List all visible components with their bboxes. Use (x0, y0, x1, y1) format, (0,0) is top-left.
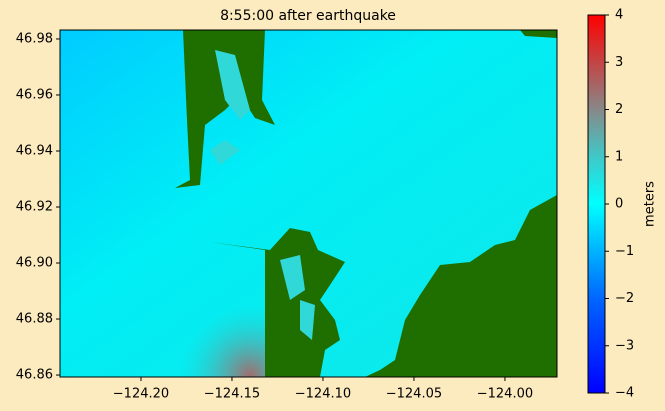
x-tick-label: −124.10 (295, 387, 351, 402)
colorbar-tick-label: 2 (615, 102, 623, 117)
x-tick-label: −124.05 (386, 387, 442, 402)
y-tick-label: 46.88 (16, 312, 53, 327)
x-tick-label: −124.20 (113, 387, 169, 402)
map (60, 30, 557, 377)
y-tick-label: 46.86 (16, 368, 53, 383)
chart-title: 8:55:00 after earthquake (220, 8, 396, 24)
colorbar-tick-label: −1 (615, 244, 634, 259)
y-tick-label: 46.92 (16, 200, 53, 215)
colorbar-label: meters (643, 181, 658, 227)
y-tick-label: 46.96 (16, 87, 53, 102)
colorbar-tick-label: −4 (615, 386, 634, 401)
colorbar-tick-label: 1 (615, 149, 623, 164)
colorbar-tick-label: −2 (615, 291, 634, 306)
plot-frame (59, 29, 558, 378)
colorbar (587, 14, 606, 394)
y-tick-label: 46.90 (16, 256, 53, 271)
y-tick-label: 46.94 (16, 143, 53, 158)
x-tick-label: −124.15 (204, 387, 260, 402)
colorbar-tick-label: 4 (615, 8, 623, 23)
colorbar-tick-label: −3 (615, 338, 634, 353)
colorbar-tick-label: 0 (615, 197, 623, 212)
y-tick-label: 46.98 (16, 31, 53, 46)
x-tick-label: −124.00 (477, 387, 533, 402)
colorbar-tick-label: 3 (615, 55, 623, 70)
